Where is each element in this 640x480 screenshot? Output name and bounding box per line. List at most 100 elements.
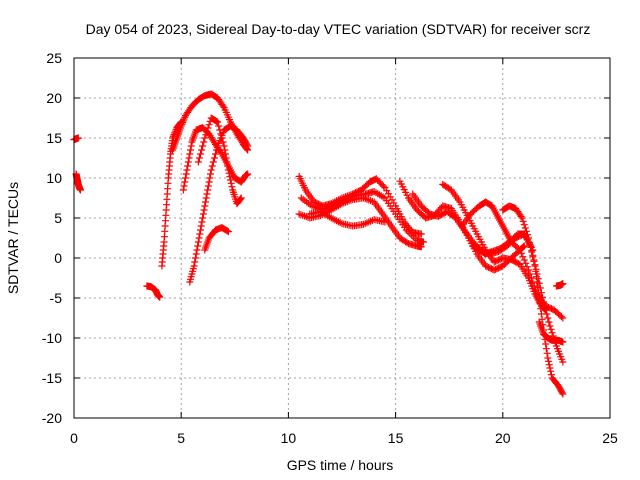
data-point	[546, 364, 554, 372]
data-point	[559, 338, 567, 346]
y-tick-label: -20	[42, 410, 62, 426]
data-point	[195, 234, 203, 242]
data-point	[548, 329, 556, 337]
data-point	[518, 214, 526, 222]
data-point	[517, 249, 525, 257]
data-point	[516, 246, 524, 254]
data-point	[522, 227, 530, 235]
data-point	[216, 126, 224, 134]
data-point	[76, 186, 84, 194]
data-point	[186, 146, 194, 154]
x-axis-title: GPS time / hours	[287, 457, 394, 473]
data-point	[532, 267, 540, 275]
data-point	[525, 234, 533, 242]
data-point	[199, 214, 207, 222]
data-point	[185, 154, 193, 162]
series-arc-m	[306, 208, 389, 230]
data-point	[519, 253, 527, 261]
y-tick-label: -15	[42, 370, 62, 386]
data-point	[200, 138, 208, 146]
data-point	[200, 206, 208, 214]
series-arc-c	[143, 282, 164, 301]
data-point	[222, 154, 230, 162]
data-point	[535, 294, 543, 302]
data-point	[226, 173, 234, 181]
data-point	[204, 182, 212, 190]
data-point	[383, 187, 391, 195]
data-point	[183, 166, 191, 174]
data-point	[202, 194, 210, 202]
data-point	[224, 228, 232, 236]
data-point	[527, 274, 535, 282]
data-point	[208, 162, 216, 170]
series-arc-i	[201, 224, 232, 254]
series-arc-t	[552, 280, 567, 290]
data-point	[523, 263, 531, 271]
data-point	[74, 134, 82, 142]
data-point	[244, 142, 252, 150]
data-point	[419, 238, 427, 246]
data-point	[527, 243, 535, 251]
data-point	[522, 259, 530, 267]
data-point	[545, 318, 553, 326]
y-tick-label: 5	[54, 210, 62, 226]
data-point	[201, 198, 209, 206]
y-axis-title: SDTVAR / TECUs	[5, 182, 21, 294]
data-point	[193, 246, 201, 254]
data-point	[209, 158, 217, 166]
data-point	[519, 217, 527, 225]
data-point	[224, 166, 232, 174]
data-point	[544, 354, 552, 362]
data-point	[537, 310, 545, 318]
data-point	[523, 231, 531, 239]
y-tick-label: 20	[46, 90, 62, 106]
data-point	[559, 390, 567, 398]
data-point	[559, 280, 567, 288]
data-point	[179, 119, 187, 127]
data-point	[213, 117, 221, 125]
series-arc-h	[194, 114, 245, 208]
y-tick-label: 25	[46, 50, 62, 66]
data-point	[520, 256, 528, 264]
data-point	[515, 245, 523, 253]
data-point	[199, 210, 207, 218]
data-point	[541, 302, 549, 310]
data-point	[203, 127, 211, 135]
x-tick-label: 25	[602, 430, 618, 446]
data-point	[244, 170, 252, 178]
series-arc-a	[70, 134, 82, 144]
data-point	[535, 289, 543, 297]
series-arc-d	[158, 118, 185, 270]
data-point	[194, 158, 202, 166]
data-point	[544, 314, 552, 322]
data-points	[70, 90, 567, 398]
data-point	[526, 239, 534, 247]
data-point	[202, 131, 210, 139]
data-point	[177, 122, 185, 130]
data-point	[214, 118, 222, 126]
data-point	[196, 226, 204, 234]
data-point	[529, 253, 537, 261]
x-tick-label: 5	[177, 430, 185, 446]
data-point	[526, 270, 534, 278]
data-point	[532, 273, 540, 281]
chart-title: Day 054 of 2023, Sidereal Day-to-day VTE…	[86, 21, 591, 37]
data-point	[195, 154, 203, 162]
data-point	[557, 313, 565, 321]
series-arc-l	[297, 188, 427, 246]
data-point	[205, 121, 213, 129]
data-point	[194, 242, 202, 250]
data-point	[543, 349, 551, 357]
data-point	[186, 150, 194, 158]
data-point	[191, 254, 199, 262]
data-point	[559, 314, 567, 322]
data-point	[533, 278, 541, 286]
series-arc-u	[535, 318, 567, 346]
plot-border	[73, 57, 611, 419]
data-point	[181, 174, 189, 182]
data-point	[547, 371, 555, 379]
data-point	[384, 190, 392, 198]
x-tick-label: 0	[70, 430, 78, 446]
data-point	[207, 166, 215, 174]
